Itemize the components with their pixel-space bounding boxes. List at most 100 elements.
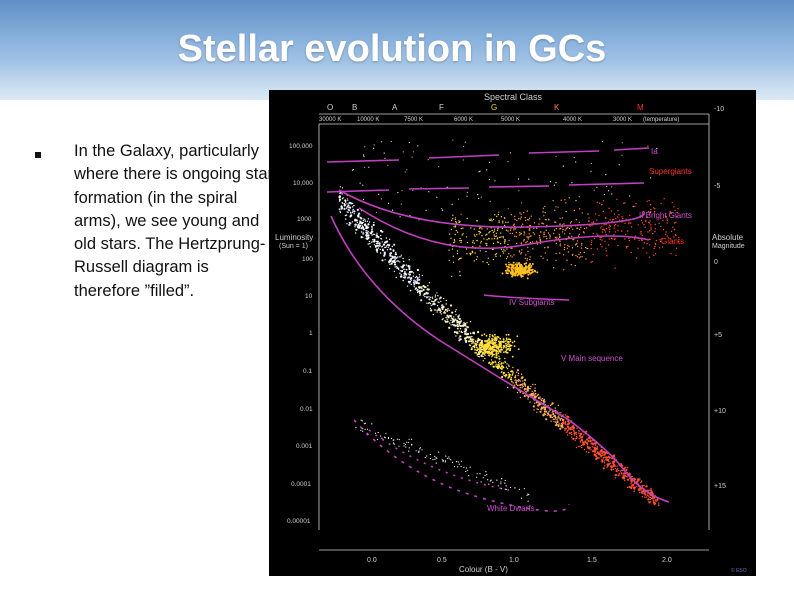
temp-7500: 7500 K: [404, 117, 423, 123]
star-dot: [568, 432, 571, 435]
star-dot: [565, 211, 567, 213]
star-dot: [454, 226, 457, 228]
star-dot: [367, 218, 370, 220]
star-dot: [387, 202, 390, 204]
star-dot: [610, 465, 613, 468]
star-dot: [481, 228, 483, 230]
star-dot: [473, 228, 475, 230]
star-dot: [555, 422, 558, 425]
star-dot: [466, 195, 468, 197]
star-dot: [519, 231, 521, 234]
star-dot: [458, 259, 460, 261]
star-dot: [465, 248, 468, 250]
star-dot: [364, 422, 366, 424]
star-dot: [497, 237, 499, 239]
star-dot: [523, 234, 525, 236]
star-dot: [510, 255, 512, 257]
star-dot: [621, 469, 623, 471]
star-dot: [623, 476, 625, 478]
star-dot: [533, 389, 537, 392]
star-dot: [609, 228, 611, 230]
star-dot: [466, 241, 469, 244]
star-dot: [542, 207, 545, 209]
star-dot: [673, 228, 676, 231]
star-dot: [541, 397, 544, 400]
star-dot: [476, 473, 478, 475]
star-dot: [504, 238, 506, 241]
star-dot: [478, 230, 481, 233]
star-dot: [604, 240, 606, 242]
star-dot: [503, 249, 505, 251]
star-dot: [355, 232, 357, 234]
star-dot: [559, 245, 561, 247]
star-dot: [544, 252, 546, 254]
star-dot: [370, 241, 373, 243]
star-dot: [610, 468, 613, 471]
star-dot: [504, 376, 507, 378]
star-dot: [413, 286, 415, 288]
star-dot: [608, 207, 610, 209]
star-dot: [376, 240, 379, 243]
star-dot: [385, 432, 387, 434]
star-dot: [519, 380, 522, 382]
star-dot: [415, 281, 418, 284]
star-dot: [476, 349, 478, 352]
star-dot: [583, 227, 586, 230]
star-dot: [516, 371, 518, 373]
star-dot: [469, 252, 471, 255]
star-dot: [511, 270, 514, 273]
star-dot: [596, 201, 598, 204]
temp-3000: 3000 K: [613, 117, 632, 123]
star-dot: [515, 236, 517, 238]
star-dot: [561, 418, 564, 422]
star-dot: [428, 296, 430, 298]
star-dot: [520, 218, 522, 220]
star-dot: [439, 311, 441, 314]
star-dot: [515, 231, 518, 234]
star-dot: [465, 467, 467, 469]
star-dot: [404, 271, 406, 273]
x-axis-label: Colour (B - V): [459, 565, 508, 574]
star-dot: [351, 221, 354, 223]
star-dot: [650, 226, 652, 228]
star-dot: [472, 338, 475, 341]
star-dot: [625, 246, 628, 248]
star-dot: [601, 452, 604, 455]
star-dot: [599, 236, 601, 239]
star-dot: [571, 426, 574, 429]
star-dot: [562, 254, 565, 256]
star-dot: [488, 350, 491, 353]
star-dot: [390, 140, 392, 143]
star-dot: [507, 343, 509, 346]
star-dot: [520, 243, 523, 245]
star-dot: [391, 245, 393, 248]
star-dot: [652, 497, 654, 500]
star-dot: [457, 328, 459, 330]
star-dot: [478, 233, 480, 235]
star-dot: [507, 345, 510, 348]
star-dot: [559, 240, 561, 243]
star-dot: [579, 445, 581, 447]
star-dot: [387, 164, 389, 166]
star-dot: [481, 348, 483, 351]
spectral-f: F: [439, 103, 444, 112]
star-dot: [386, 249, 389, 251]
star-dot: [502, 371, 506, 374]
star-dot: [479, 349, 481, 352]
star-dot: [465, 326, 467, 328]
star-dot: [654, 243, 657, 245]
star-dot: [368, 221, 371, 223]
star-dot: [459, 328, 462, 330]
star-dot: [434, 309, 436, 311]
star-dot: [501, 272, 504, 275]
star-dot: [634, 205, 636, 208]
star-dot: [563, 246, 566, 249]
star-dot: [421, 290, 424, 292]
star-dot: [617, 225, 619, 227]
star-dot: [578, 437, 580, 440]
star-dot: [359, 217, 361, 219]
star-dot: [553, 421, 555, 423]
star-dot: [371, 228, 373, 230]
star-dot: [510, 214, 513, 216]
star-dot: [436, 298, 438, 300]
